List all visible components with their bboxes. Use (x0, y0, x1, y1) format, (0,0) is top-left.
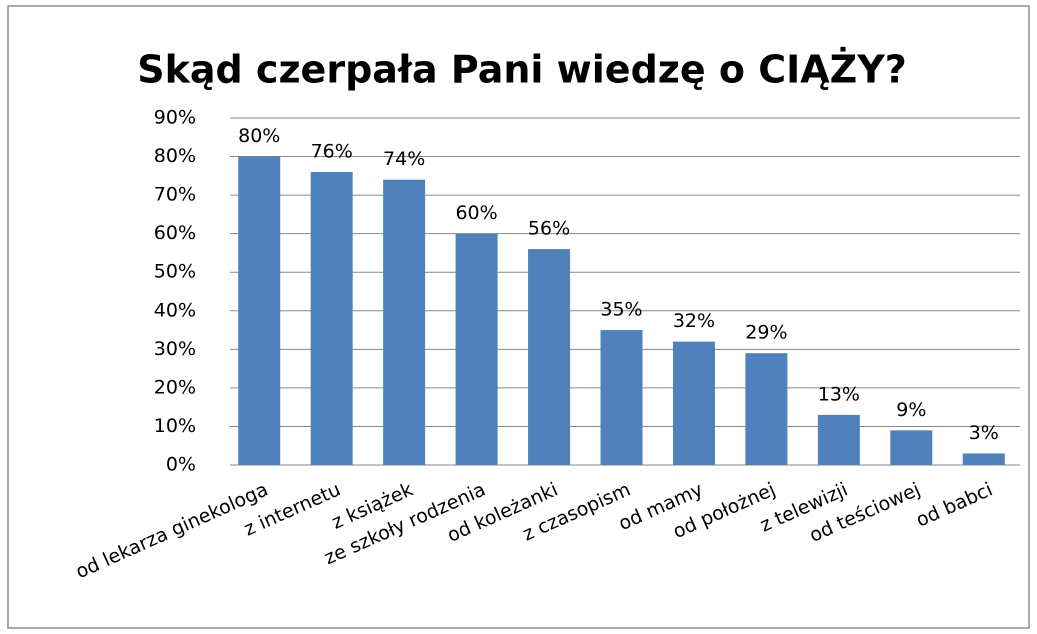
value-label: 3% (969, 422, 999, 444)
value-label: 9% (896, 399, 926, 421)
value-label: 29% (745, 322, 787, 344)
value-label: 13% (818, 383, 860, 405)
value-label: 32% (673, 310, 715, 332)
y-tick-label: 70% (154, 184, 196, 206)
value-label: 74% (383, 148, 425, 170)
y-tick-label: 40% (154, 299, 196, 321)
y-tick-label: 80% (154, 145, 196, 167)
bar (528, 249, 571, 465)
bar (455, 233, 498, 465)
value-label: 35% (600, 299, 642, 321)
chart-border (7, 5, 1030, 629)
value-label: 56% (528, 218, 570, 240)
bar (383, 179, 426, 465)
bar (600, 330, 643, 465)
bar (310, 171, 353, 465)
y-tick-label: 0% (166, 454, 196, 476)
bar (817, 414, 860, 465)
value-label: 76% (311, 140, 353, 162)
bar (238, 156, 281, 466)
y-tick-label: 50% (154, 261, 196, 283)
bar (672, 341, 715, 465)
y-tick-label: 10% (154, 415, 196, 437)
bar (745, 353, 788, 465)
y-tick-label: 20% (154, 376, 196, 398)
bar (962, 453, 1005, 465)
y-tick-label: 60% (154, 222, 196, 244)
chart-title: Skąd czerpała Pani wiedzę o CIĄŻY? (137, 48, 907, 92)
bar (890, 430, 933, 465)
y-tick-label: 90% (154, 107, 196, 129)
value-label: 80% (238, 125, 280, 147)
y-tick-label: 30% (154, 338, 196, 360)
value-label: 60% (455, 202, 497, 224)
